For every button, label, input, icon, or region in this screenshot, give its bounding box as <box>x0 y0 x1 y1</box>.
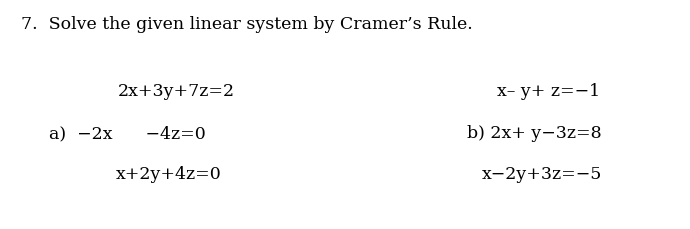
Text: x– y+ z=−1: x– y+ z=−1 <box>497 83 600 100</box>
Text: 7.  Solve the given linear system by Cramer’s Rule.: 7. Solve the given linear system by Cram… <box>21 16 473 33</box>
Text: 2x+3y+7z=2: 2x+3y+7z=2 <box>117 83 235 100</box>
Text: b) 2x+ y−3z=8: b) 2x+ y−3z=8 <box>467 124 602 141</box>
Text: x+2y+4z=0: x+2y+4z=0 <box>116 166 222 183</box>
Text: x−2y+3z=−5: x−2y+3z=−5 <box>482 166 602 183</box>
Text: a)  −2x      −4z=0: a) −2x −4z=0 <box>49 124 206 141</box>
